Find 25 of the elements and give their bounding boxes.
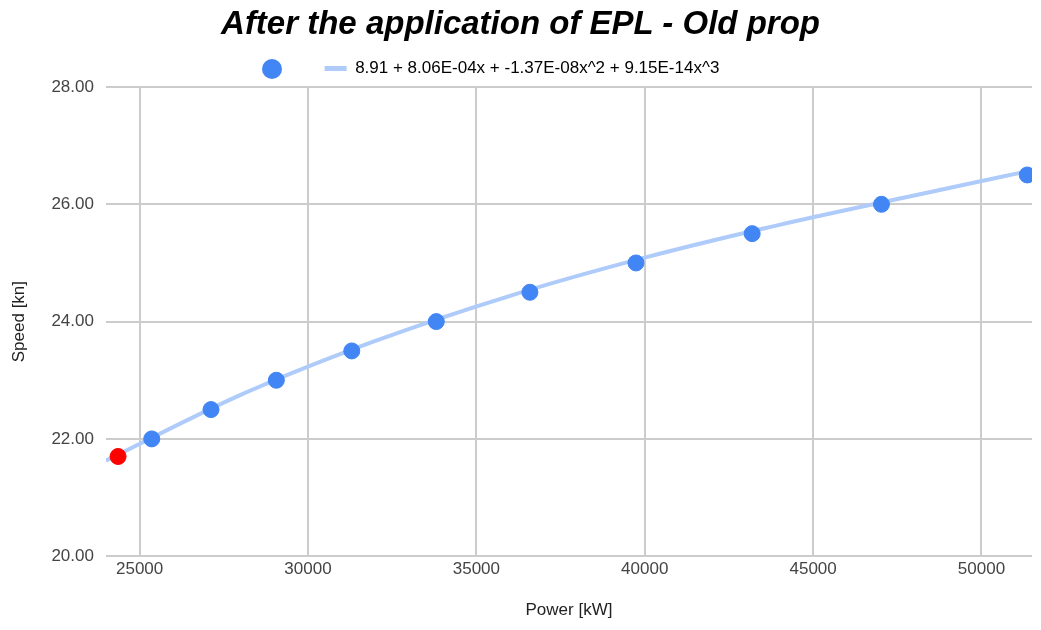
- point: [343, 342, 361, 360]
- point: [521, 283, 539, 301]
- point: [109, 448, 127, 465]
- y-axis-title: Speed [kn]: [8, 280, 28, 363]
- point: [872, 195, 890, 213]
- point: [143, 430, 161, 448]
- y-tick-label: 22.00: [51, 428, 94, 448]
- x-tick-label: 35000: [452, 559, 501, 579]
- point: [627, 254, 645, 272]
- y-tick-label: 24.00: [51, 311, 94, 331]
- y-tick-label: 26.00: [51, 193, 94, 213]
- chart-title: After the application of EPL - Old prop: [219, 4, 821, 42]
- x-axis-title: Power [kW]: [525, 600, 613, 620]
- x-tick-label: 45000: [789, 559, 837, 579]
- x-tick-label: 40000: [621, 559, 669, 579]
- point: [202, 401, 220, 419]
- x-tick-label: 50000: [957, 559, 1006, 579]
- point: [267, 371, 285, 389]
- y-tick-label: 20.00: [51, 545, 94, 565]
- x-tick-label: 25000: [115, 559, 164, 579]
- y-tick-label: 28.00: [51, 76, 94, 96]
- x-tick-label: 30000: [284, 559, 332, 579]
- point: [427, 313, 445, 331]
- point: [743, 225, 761, 243]
- legend-label: 8.91 + 8.06E-04x + -1.37E-08x^2 + 9.15E-14x^3: [355, 58, 720, 78]
